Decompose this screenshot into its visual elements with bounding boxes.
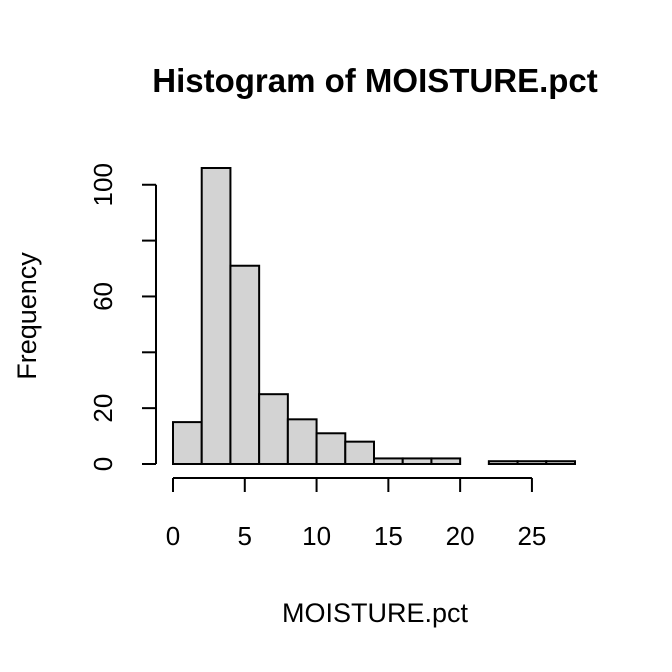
histogram-bar-2 [229, 264, 261, 465]
x-tick-label-5: 5 [238, 521, 252, 551]
y-axis-label: Frequency [12, 252, 42, 380]
histogram-bar-4 [286, 418, 318, 465]
y-tick-label-100: 100 [88, 163, 118, 206]
y-axis: 0 20 60 100 [88, 163, 157, 471]
x-tick-label-15: 15 [374, 521, 403, 551]
histogram-bar-3 [258, 393, 289, 466]
histogram-bars [172, 167, 576, 466]
histogram-bar-9 [430, 457, 462, 466]
histogram-bar-6 [344, 440, 375, 465]
x-tick-label-10: 10 [302, 521, 331, 551]
chart-title: Histogram of MOISTURE.pct [152, 62, 598, 99]
histogram-bar-12 [516, 460, 548, 466]
histogram-bar-11 [487, 460, 519, 466]
x-tick-label-20: 20 [446, 521, 475, 551]
y-tick-label-60: 60 [88, 282, 118, 311]
histogram-bar-13 [545, 460, 576, 466]
x-axis-label: MOISTURE.pct [282, 598, 469, 628]
histogram-bar-7 [373, 457, 404, 466]
histogram-bar-0 [172, 421, 203, 466]
x-tick-label-25: 25 [517, 521, 546, 551]
histogram-bar-5 [315, 432, 347, 466]
histogram-bar-1 [200, 167, 232, 465]
x-tick-label-0: 0 [166, 521, 180, 551]
y-tick-label-20: 20 [88, 394, 118, 423]
x-axis: 0 5 10 15 20 25 [166, 477, 546, 551]
y-tick-label-0: 0 [88, 457, 118, 471]
histogram-bar-8 [401, 457, 433, 466]
